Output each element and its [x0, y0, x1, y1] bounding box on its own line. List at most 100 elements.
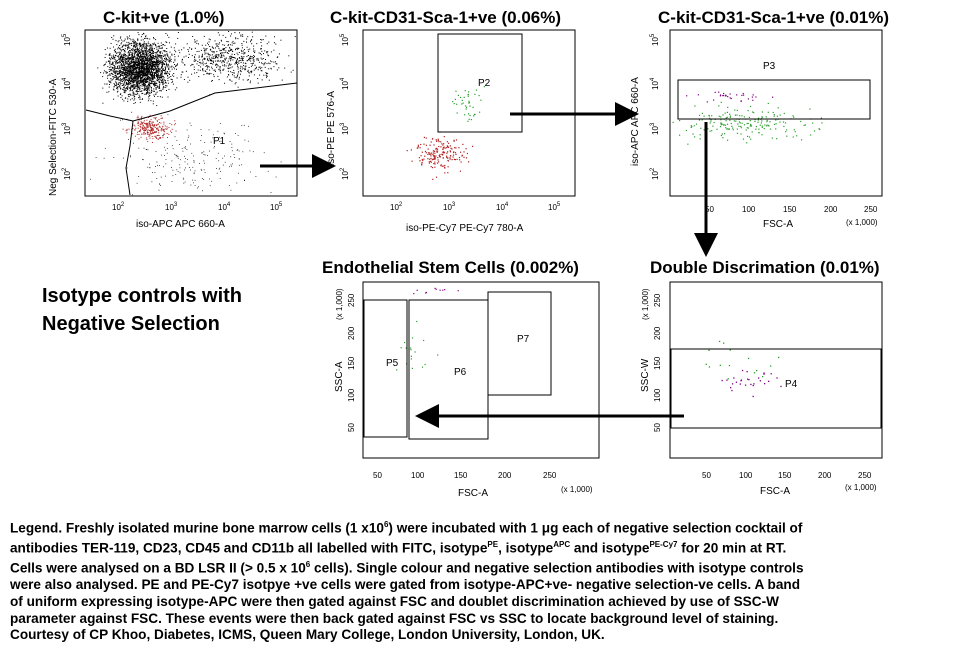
event-dot	[249, 150, 251, 152]
event-dot	[143, 52, 145, 54]
plot5-xtick: 100	[739, 471, 753, 480]
event-dot	[176, 156, 178, 158]
event-dot	[736, 128, 738, 130]
event-dot	[726, 379, 728, 381]
event-dot	[140, 70, 142, 72]
event-dot	[109, 60, 111, 62]
event-dot	[428, 161, 430, 163]
event-dot	[156, 80, 158, 82]
event-dot	[698, 114, 701, 116]
event-dot	[90, 178, 91, 180]
event-dot	[761, 111, 763, 113]
event-dot	[157, 80, 159, 81]
event-dot	[252, 62, 254, 64]
event-dot	[149, 44, 151, 46]
event-dot	[265, 35, 267, 37]
event-dot	[120, 43, 122, 45]
event-dot	[194, 57, 196, 59]
event-dot	[149, 134, 151, 136]
event-dot	[122, 40, 124, 42]
event-dot	[131, 85, 132, 87]
event-dot	[687, 143, 689, 145]
event-dot	[161, 81, 163, 83]
event-dot	[140, 90, 142, 92]
event-dot	[110, 78, 112, 79]
event-dot	[251, 56, 253, 58]
event-dot	[157, 75, 159, 77]
event-dot	[160, 185, 161, 186]
event-dot	[146, 74, 148, 76]
event-dot	[163, 86, 165, 88]
event-dot	[120, 62, 121, 64]
event-dot	[153, 125, 155, 127]
event-dot	[441, 153, 443, 155]
event-dot	[267, 72, 269, 74]
event-dot	[145, 50, 147, 52]
event-dot	[147, 50, 149, 52]
event-dot	[149, 83, 151, 84]
event-dot	[124, 54, 126, 56]
event-dot	[151, 127, 153, 129]
event-dot	[112, 78, 114, 80]
event-dot	[127, 38, 129, 40]
plot2-ytick: 105	[340, 33, 350, 46]
event-dot	[154, 52, 156, 53]
event-dot	[190, 125, 192, 126]
plot5-scatter: P4 50 100 150 200 250 50 100 150 200 250…	[640, 281, 883, 497]
event-dot	[115, 60, 117, 62]
event-dot	[703, 129, 705, 131]
event-dot	[144, 63, 146, 65]
event-dot	[695, 123, 698, 125]
event-dot	[147, 81, 149, 83]
event-dot	[105, 71, 107, 72]
event-dot	[127, 57, 129, 59]
event-dot	[140, 39, 142, 41]
event-dot	[150, 63, 152, 65]
event-dot	[158, 75, 160, 77]
event-dot	[243, 53, 245, 55]
event-dot	[147, 122, 149, 124]
event-dot	[456, 112, 458, 114]
event-dot	[115, 85, 117, 86]
event-dot	[137, 40, 139, 42]
event-dot	[421, 151, 423, 153]
event-dot	[123, 58, 124, 60]
event-dot	[139, 79, 141, 81]
event-dot	[220, 53, 221, 54]
event-dot	[247, 36, 249, 38]
event-dot	[449, 157, 451, 159]
event-dot	[115, 79, 117, 81]
event-dot	[134, 72, 136, 74]
event-dot	[735, 381, 738, 383]
event-dot	[164, 125, 166, 127]
event-dot	[109, 81, 110, 83]
event-dot	[153, 94, 155, 96]
event-dot	[147, 90, 149, 92]
event-dot	[237, 86, 239, 88]
event-dot	[266, 63, 268, 65]
plot4-ylabel: SSC-A	[334, 361, 345, 392]
event-dot	[207, 52, 209, 54]
event-dot	[148, 75, 150, 77]
event-dot	[146, 130, 148, 132]
event-dot	[230, 63, 232, 65]
event-dot	[237, 64, 238, 66]
event-dot	[204, 172, 206, 173]
event-dot	[145, 64, 147, 65]
event-dot	[155, 56, 156, 57]
event-dot	[432, 178, 434, 180]
event-dot	[165, 85, 167, 87]
event-dot	[145, 55, 147, 57]
event-dot	[246, 56, 248, 58]
event-dot	[442, 289, 444, 291]
event-dot	[224, 48, 226, 50]
event-dot	[168, 60, 170, 62]
event-dot	[122, 77, 124, 79]
event-dot	[137, 39, 139, 40]
event-dot	[165, 81, 167, 83]
legend-line: Courtesy of CP Khoo, Diabetes, ICMS, Que…	[10, 627, 605, 643]
event-dot	[134, 56, 136, 58]
event-dot	[195, 41, 197, 43]
event-dot	[151, 55, 153, 57]
plot4-frame	[362, 281, 600, 459]
